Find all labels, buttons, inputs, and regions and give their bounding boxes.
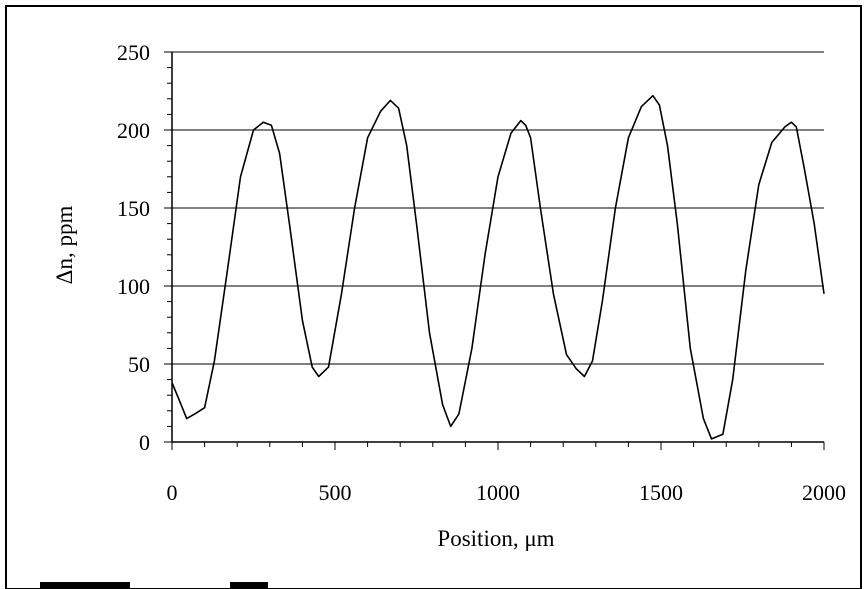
x-tick-label-2000: 2000 bbox=[802, 480, 846, 505]
figure-border bbox=[5, 5, 862, 589]
x-tick-label-500: 500 bbox=[319, 480, 352, 505]
figure-footer-mark-2 bbox=[230, 582, 268, 589]
series-line-1 bbox=[171, 94, 825, 440]
x-tick-label-1500: 1500 bbox=[639, 480, 683, 505]
figure-footer-mark-1 bbox=[40, 582, 130, 589]
y-tick-label-0: 0 bbox=[139, 430, 150, 455]
x-axis-label: Position, μm bbox=[437, 526, 554, 551]
y-tick-label-200: 200 bbox=[117, 118, 150, 143]
y-tick-label-250: 250 bbox=[117, 40, 150, 65]
y-tick-label-150: 150 bbox=[117, 196, 150, 221]
gridlines bbox=[172, 51, 824, 365]
y-tick-label-100: 100 bbox=[117, 274, 150, 299]
series-layer bbox=[171, 94, 825, 440]
x-tick-label-1000: 1000 bbox=[476, 480, 520, 505]
x-tick-label-0: 0 bbox=[167, 480, 178, 505]
y-axis-label: Δn, ppm bbox=[52, 206, 77, 285]
tick-marks bbox=[164, 51, 825, 450]
tick-labels: 0 50 100 150 200 250 0 500 1000 1500 2000 bbox=[117, 40, 846, 505]
y-tick-label-50: 50 bbox=[128, 352, 150, 377]
